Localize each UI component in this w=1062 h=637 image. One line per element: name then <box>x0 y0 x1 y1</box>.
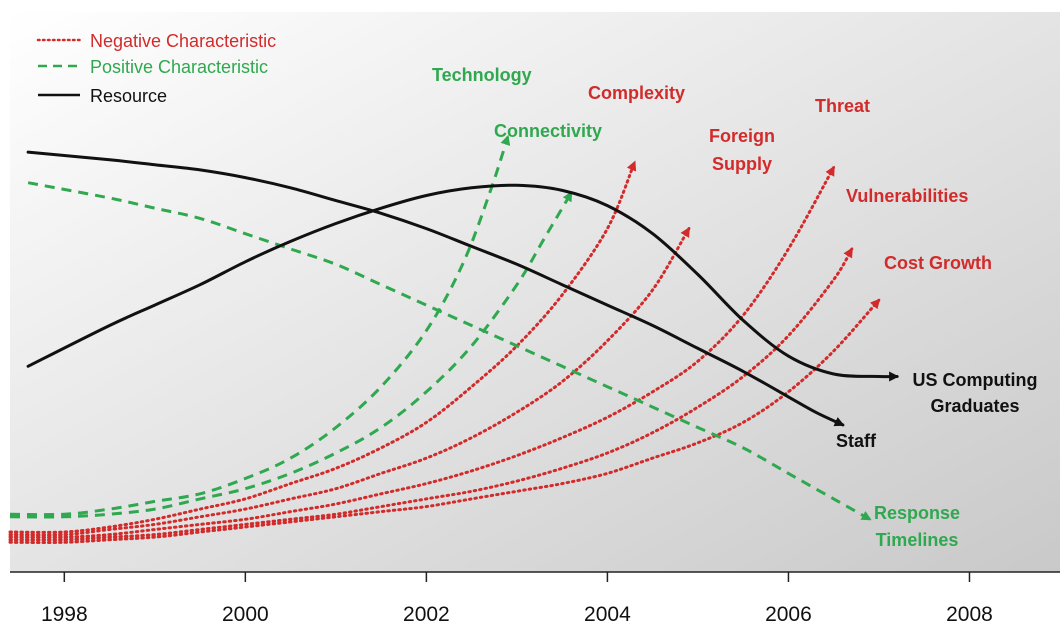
series-line-connectivity <box>9 191 573 519</box>
series-label-connectivity: Connectivity <box>494 121 602 141</box>
series-line-us-computing-graduates <box>26 183 900 382</box>
x-tick-label: 2004 <box>584 603 631 626</box>
x-tick-label: 2002 <box>403 603 450 626</box>
series-line-vulnerabilities <box>8 247 854 542</box>
series-line-cost-growth <box>8 298 881 544</box>
x-tick-label: 2006 <box>765 603 812 626</box>
series-label-technology: Technology <box>432 65 532 85</box>
series-label-response-timelines-line-2: Timelines <box>876 530 959 550</box>
series-label-vulnerabilities: Vulnerabilities <box>846 186 968 206</box>
legend-label-negative: Negative Characteristic <box>90 31 276 51</box>
series-label-foreign-supply-line-1: Foreign <box>709 126 775 146</box>
legend: Negative Characteristic Positive Charact… <box>36 31 276 106</box>
x-tick-label: 1998 <box>41 603 88 626</box>
series-layer <box>8 134 900 544</box>
legend-label-positive: Positive Characteristic <box>90 57 268 77</box>
series-label-response-timelines-line-1: Response <box>874 503 960 523</box>
series-line-threat <box>8 165 836 539</box>
x-tick-label: 2000 <box>222 603 269 626</box>
series-line-staff <box>26 150 845 427</box>
series-line-response-timelines <box>27 181 872 521</box>
legend-label-resource: Resource <box>90 86 167 106</box>
series-labels: Technology Connectivity Complexity Foreign S… <box>432 65 1037 550</box>
series-label-us-computing-graduates-line-1: US Computing <box>913 370 1038 390</box>
series-label-foreign-supply-line-2: Supply <box>712 154 772 174</box>
series-line-complexity <box>8 160 637 534</box>
series-label-cost-growth: Cost Growth <box>884 253 992 273</box>
series-label-threat: Threat <box>815 96 870 116</box>
series-label-staff: Staff <box>836 431 877 451</box>
series-label-complexity: Complexity <box>588 83 685 103</box>
series-label-us-computing-graduates-line-2: Graduates <box>930 396 1019 416</box>
x-axis-ticks: 1998 2000 2002 2004 2006 2008 <box>41 572 993 626</box>
series-line-foreign-supply <box>8 226 691 537</box>
x-tick-label: 2008 <box>946 603 993 626</box>
series-line-technology <box>9 134 511 517</box>
